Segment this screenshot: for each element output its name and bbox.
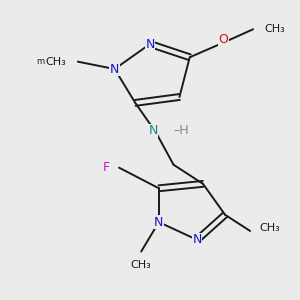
Text: N: N	[148, 124, 158, 137]
Text: N: N	[154, 216, 164, 229]
Text: CH₃: CH₃	[131, 260, 152, 270]
Text: CH₃: CH₃	[45, 57, 66, 67]
Text: CH₃: CH₃	[265, 24, 286, 34]
Text: N: N	[145, 38, 155, 50]
Text: O: O	[219, 33, 229, 46]
Text: methyl: methyl	[37, 57, 66, 66]
Text: N: N	[110, 62, 119, 76]
Text: F: F	[103, 161, 110, 174]
Text: CH₃: CH₃	[259, 223, 280, 233]
Text: –H: –H	[174, 124, 189, 137]
Text: N: N	[192, 233, 202, 246]
